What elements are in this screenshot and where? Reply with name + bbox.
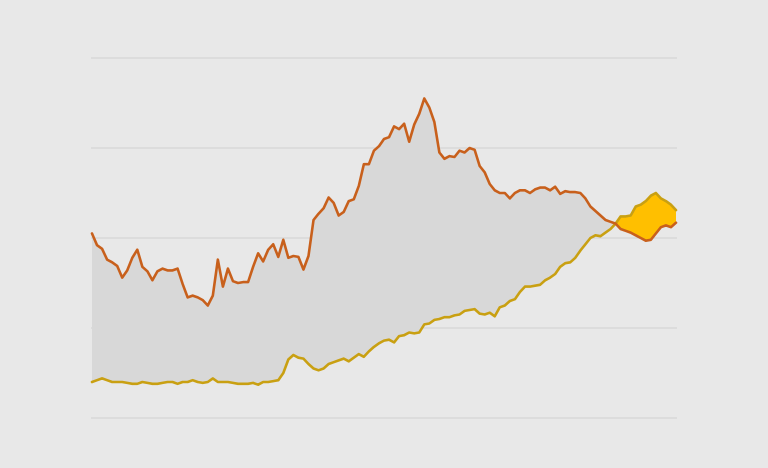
series-line-upper bbox=[90, 97, 678, 307]
crossover-fill-1 bbox=[615, 193, 676, 241]
series-line-lower bbox=[90, 191, 678, 386]
series-lines bbox=[90, 97, 678, 386]
gap-fill-0 bbox=[92, 98, 616, 385]
